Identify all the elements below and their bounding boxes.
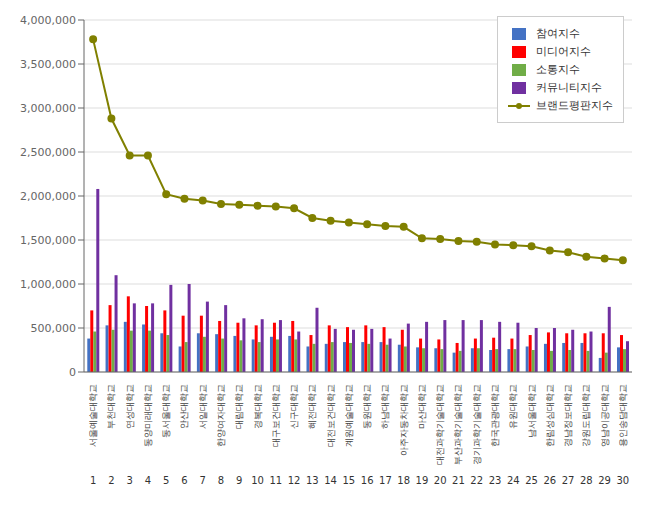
html-text:커뮤니티지수: 커뮤니티지수 [536, 81, 602, 94]
svg-text:16: 16 [361, 475, 374, 486]
svg-text:한림성심대학교: 한림성심대학교 [545, 384, 555, 447]
svg-text:한국관광대학교: 한국관광대학교 [490, 384, 500, 447]
svg-text:2: 2 [108, 475, 114, 486]
svg-text:대림대학교: 대림대학교 [234, 384, 244, 429]
svg-text:17: 17 [379, 475, 392, 486]
svg-text:부천대학교: 부천대학교 [106, 384, 116, 429]
svg-text:3: 3 [126, 475, 132, 486]
svg-text:500,000: 500,000 [31, 322, 77, 335]
svg-text:30: 30 [616, 475, 629, 486]
svg-text:0: 0 [69, 366, 76, 379]
svg-text:계원예술대학교: 계원예술대학교 [344, 384, 354, 447]
svg-text:3,000,000: 3,000,000 [20, 102, 76, 115]
svg-text:동양미래대학교: 동양미래대학교 [143, 384, 153, 447]
svg-text:경복대학교: 경복대학교 [253, 384, 263, 429]
svg-text:서일대학교: 서일대학교 [198, 384, 208, 429]
svg-text:영남이공대학교: 영남이공대학교 [600, 384, 610, 447]
svg-text:28: 28 [580, 475, 593, 486]
svg-text:3,500,000: 3,500,000 [20, 58, 76, 71]
svg-text:15: 15 [342, 475, 355, 486]
svg-text:부산과학기술대학교: 부산과학기술대학교 [453, 384, 463, 465]
svg-text:동서울대학교: 동서울대학교 [161, 384, 171, 438]
svg-text:8: 8 [218, 475, 224, 486]
svg-text:1,000,000: 1,000,000 [20, 278, 76, 291]
svg-text:대구보건대학교: 대구보건대학교 [271, 384, 281, 447]
html-text:브랜드평판지수: 브랜드평판지수 [536, 99, 613, 112]
svg-text:22: 22 [470, 475, 483, 486]
svg-text:4: 4 [145, 475, 151, 486]
svg-text:대전보건대학교: 대전보건대학교 [326, 384, 336, 447]
svg-text:7: 7 [200, 475, 206, 486]
svg-text:강원도립대학교: 강원도립대학교 [581, 384, 591, 447]
html-text:미디어지수: 미디어지수 [536, 45, 591, 58]
svg-text:24: 24 [507, 475, 520, 486]
svg-text:남서울대학교: 남서울대학교 [527, 384, 537, 438]
svg-text:동원대학교: 동원대학교 [362, 384, 372, 429]
svg-text:26: 26 [543, 475, 556, 486]
svg-text:27: 27 [562, 475, 575, 486]
svg-text:5: 5 [163, 475, 169, 486]
svg-text:6: 6 [181, 475, 187, 486]
svg-text:25: 25 [525, 475, 538, 486]
svg-text:대전과학기술대학교: 대전과학기술대학교 [435, 384, 445, 465]
svg-text:14: 14 [324, 475, 337, 486]
svg-text:경기과학기술대학교: 경기과학기술대학교 [472, 384, 482, 465]
html-text:소통지수: 소통지수 [536, 63, 580, 76]
svg-text:연성대학교: 연성대학교 [125, 384, 135, 429]
svg-text:2,000,000: 2,000,000 [20, 190, 76, 203]
svg-text:서울예술대학교: 서울예술대학교 [88, 384, 98, 447]
svg-text:경남정보대학교: 경남정보대학교 [563, 384, 573, 447]
svg-text:용인송담대학교: 용인송담대학교 [618, 384, 628, 447]
svg-text:마산대학교: 마산대학교 [417, 384, 427, 429]
svg-text:4,000,000: 4,000,000 [20, 14, 76, 27]
svg-text:9: 9 [236, 475, 242, 486]
svg-text:29: 29 [598, 475, 611, 486]
svg-text:11: 11 [269, 475, 282, 486]
svg-text:19: 19 [416, 475, 429, 486]
svg-text:10: 10 [251, 475, 264, 486]
svg-text:13: 13 [306, 475, 319, 486]
svg-text:12: 12 [288, 475, 301, 486]
svg-text:23: 23 [489, 475, 502, 486]
svg-text:아주자동차대학교: 아주자동차대학교 [399, 384, 409, 456]
svg-text:2,500,000: 2,500,000 [20, 146, 76, 159]
svg-text:안산대학교: 안산대학교 [179, 384, 189, 429]
svg-text:1: 1 [90, 475, 96, 486]
svg-text:한양여자대학교: 한양여자대학교 [216, 384, 226, 447]
svg-text:1,500,000: 1,500,000 [20, 234, 76, 247]
html-text:참여지수: 참여지수 [536, 27, 580, 40]
svg-text:유원대학교: 유원대학교 [508, 384, 518, 429]
svg-text:18: 18 [397, 475, 410, 486]
svg-text:하남대학교: 하남대학교 [380, 384, 390, 429]
svg-text:신구대학교: 신구대학교 [289, 384, 299, 429]
svg-text:20: 20 [434, 475, 447, 486]
svg-text:21: 21 [452, 475, 465, 486]
svg-text:혜전대학교: 혜전대학교 [307, 384, 317, 429]
